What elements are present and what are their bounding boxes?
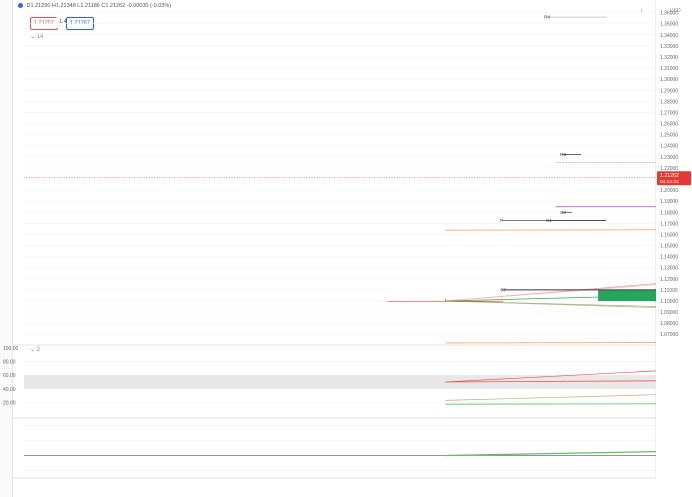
bollinger-lower-20	[445, 300, 692, 308]
bollinger-lower-50	[445, 300, 692, 307]
price-tick-label: 1.20000	[660, 188, 678, 194]
price-tick-label: 1.27000	[660, 110, 678, 116]
spread-value: 1.4	[56, 17, 70, 28]
price-tick-label: 1.24000	[660, 144, 678, 150]
stoch-left-tick: 100.00	[3, 346, 19, 352]
stoch-pane-toggle-label: 2	[36, 347, 41, 353]
pivot-label-s7: S7	[500, 287, 506, 293]
stoch-pane-toggle[interactable]: ⌄ 2	[30, 346, 40, 353]
price-tick-label: 1.35000	[660, 22, 678, 28]
stochastic-pane: 100.00100.0080.0080.0060.0060.0040.0040.…	[3, 346, 692, 406]
price-tick-label: 1.10000	[660, 299, 678, 305]
pivot-label-r3: R3	[560, 152, 566, 158]
price-tick-label: 1.28000	[660, 99, 678, 105]
candle-body[interactable]	[387, 300, 504, 302]
trend-channel[interactable]	[445, 229, 657, 344]
price-tick-label: 1.30000	[660, 77, 678, 83]
price-tick-label: 1.25000	[660, 133, 678, 139]
pivot-label-r4: R4	[544, 15, 550, 21]
currency-label: USD	[670, 8, 681, 14]
price-tick-label: 1.16000	[660, 232, 678, 238]
price-tick-label: 1.14000	[660, 255, 678, 261]
price-tick-label: 1.19000	[660, 199, 678, 205]
price-tick-label: 1.12000	[660, 277, 678, 283]
last-price-value: 1.21262	[660, 173, 679, 179]
candle-body[interactable]	[598, 290, 692, 302]
stoch-neutral-band	[24, 375, 656, 389]
last-price-time: 04:14:22	[660, 179, 679, 185]
stoch-left-tick: 60.00	[3, 373, 16, 379]
price-tick-label: 1.23000	[660, 155, 678, 161]
symbol-status-icon	[18, 3, 23, 9]
last-price-tag	[657, 171, 691, 186]
price-tick-label: 1.31000	[660, 66, 678, 72]
left-toolbar	[0, 0, 13, 497]
price-tick-label: 1.11000	[660, 288, 678, 294]
pivot-label-p: P	[500, 218, 503, 224]
pivot-label-s3: S3	[560, 210, 566, 216]
ohlc-readout: D1.21290 H1.21348 L1.21186 C1.21262 -0.0…	[18, 3, 171, 9]
oscillator-pane: 80.000040.00000.0000-40.0000	[24, 424, 692, 474]
pivot-label-s1: S1	[546, 218, 552, 224]
grid-lines	[12, 0, 692, 479]
main-pane-toggle-label: 14	[36, 34, 44, 40]
price-tick-label: 1.13000	[660, 266, 678, 272]
stoch-left-tick: 80.00	[3, 360, 16, 366]
price-tick-label: 1.36000	[660, 11, 678, 17]
osc-line-segment	[445, 450, 692, 457]
price-tick-label: 1.22000	[660, 166, 678, 172]
stoch-left-tick: 40.00	[3, 387, 16, 393]
price-tick-label: 1.17000	[660, 221, 678, 227]
chevron-down-icon: ⌄	[30, 347, 36, 353]
price-tick-label: 1.15000	[660, 244, 678, 250]
price-tick-label: 1.33000	[660, 44, 678, 50]
ohlc-text: D1.21290 H1.21348 L1.21186 C1.21262 -0.0…	[26, 3, 172, 9]
price-tick-label: 1.26000	[660, 122, 678, 128]
price-tick-label: 1.32000	[660, 55, 678, 61]
price-tick-label: 1.09000	[660, 310, 678, 316]
price-tick-label: 1.34000	[660, 33, 678, 39]
chevron-down-icon: ⌄	[30, 34, 36, 40]
price-tick-label: 1.18000	[660, 210, 678, 216]
pivot-levels[interactable]: R4 R3 P S1 S3 S7	[24, 15, 692, 294]
main-pane-toggle[interactable]: ⌄ 14	[30, 33, 43, 40]
price-tick-label: 1.07000	[660, 332, 678, 338]
price-axis-background	[656, 0, 692, 497]
download-icon: ↓	[640, 7, 644, 14]
price-tick-label: 1.08000	[660, 321, 678, 327]
price-tick-label: 1.29000	[660, 88, 678, 94]
stoch-left-tick: 20.00	[3, 400, 16, 406]
